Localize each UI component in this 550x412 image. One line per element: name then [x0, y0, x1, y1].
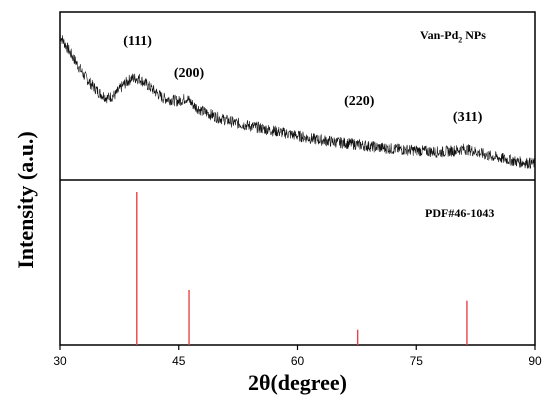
reference-peaks [136, 192, 468, 345]
peak-label-200: (200) [173, 66, 205, 81]
x-tick-label: 60 [291, 354, 305, 368]
peak-label-220: (220) [344, 94, 375, 109]
reference-legend: PDF#46-1043 [425, 206, 495, 220]
peak-label-111: (111) [123, 34, 152, 49]
x-tick-label: 30 [53, 354, 67, 368]
sample-legend-sub: 2 [458, 35, 463, 45]
x-tick-label: 90 [528, 354, 542, 368]
sample-legend: Van-Pd2 NPs [420, 28, 486, 44]
plot-frame [59, 11, 536, 346]
x-axis-label: 2θ(degree) [247, 370, 348, 395]
sample-legend-text: Van-Pd [420, 28, 459, 42]
x-axis: 30 45 60 75 90 [53, 345, 542, 368]
xrd-pattern-series [59, 34, 536, 170]
xrd-pattern-line [59, 34, 536, 170]
y-axis-label: Intensity (a.u.) [13, 131, 38, 269]
y-axis-label-box: Intensity (a.u.) [6, 60, 46, 340]
sample-legend-suffix: NPs [462, 28, 486, 42]
x-tick-label: 45 [172, 354, 186, 368]
peak-label-311: (311) [452, 110, 483, 125]
x-tick-label: 75 [410, 354, 424, 368]
